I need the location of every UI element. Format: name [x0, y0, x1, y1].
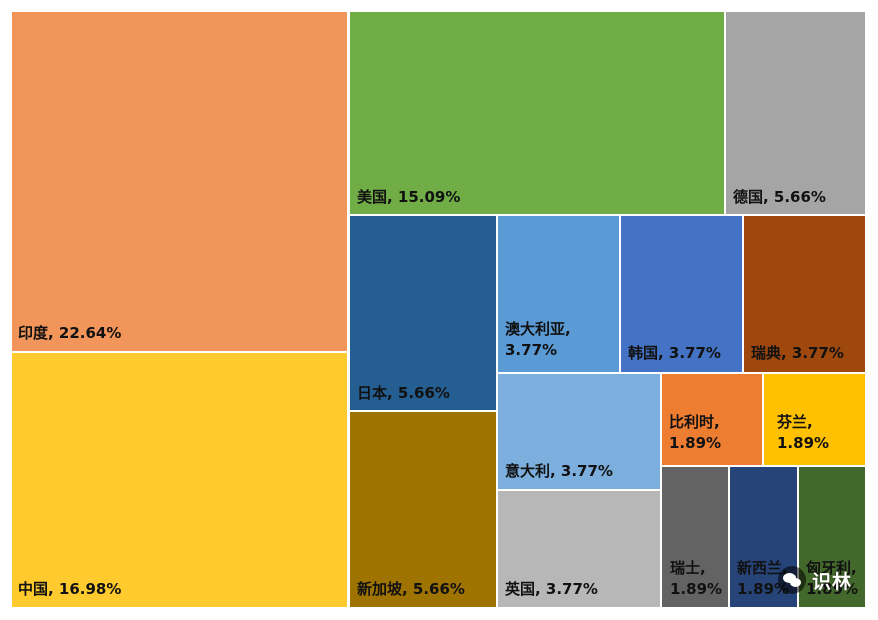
treemap-tile-label: 瑞典, 3.77%: [751, 344, 844, 362]
treemap-tile-2: 中国, 16.98%: [12, 353, 347, 607]
treemap-tile-5: 日本, 5.66%: [350, 216, 496, 410]
watermark-text: 识林: [812, 570, 853, 593]
treemap-tile-label: 匈牙利, 1.89%: [806, 559, 859, 598]
treemap-tile-label: 德国, 5.66%: [733, 188, 826, 206]
treemap-tile-15: 新西兰, 1.89%: [730, 467, 797, 607]
treemap-tile-label: 日本, 5.66%: [357, 384, 450, 402]
watermark: 识林: [778, 566, 852, 594]
treemap-tile-16: 匈牙利, 1.89%: [799, 467, 865, 607]
treemap-tile-12: 比利时, 1.89%: [662, 374, 762, 465]
treemap-tile-label: 印度, 22.64%: [18, 324, 122, 342]
treemap-tile-10: 意大利, 3.77%: [498, 374, 660, 489]
treemap-tile-1: 印度, 22.64%: [12, 12, 347, 351]
treemap-tile-label: 芬兰, 1.89%: [777, 413, 830, 452]
treemap-tile-label: 美国, 15.09%: [357, 188, 461, 206]
treemap-tile-6: 新加坡, 5.66%: [350, 412, 496, 607]
treemap-tile-label: 瑞士, 1.89%: [670, 559, 723, 598]
wechat-icon: [778, 566, 806, 594]
treemap-tile-label: 中国, 16.98%: [18, 580, 122, 598]
treemap-tile-8: 韩国, 3.77%: [621, 216, 742, 372]
treemap-tile-13: 芬兰, 1.89%: [764, 374, 865, 465]
treemap-tile-label: 新加坡, 5.66%: [357, 580, 465, 598]
treemap-tile-label: 意大利, 3.77%: [505, 462, 613, 480]
treemap-tile-7: 澳大利亚, 3.77%: [498, 216, 619, 372]
treemap-tile-11: 英国, 3.77%: [498, 491, 660, 607]
treemap-tile-label: 英国, 3.77%: [505, 580, 598, 598]
treemap-tile-3: 美国, 15.09%: [350, 12, 724, 214]
treemap-tile-14: 瑞士, 1.89%: [662, 467, 728, 607]
treemap-tile-9: 瑞典, 3.77%: [744, 216, 865, 372]
treemap-tile-4: 德国, 5.66%: [726, 12, 865, 214]
treemap-tile-label: 韩国, 3.77%: [628, 344, 721, 362]
treemap-tile-label: 比利时, 1.89%: [669, 413, 722, 452]
treemap-tile-label: 澳大利亚, 3.77%: [505, 320, 571, 359]
treemap-tile-label: 新西兰, 1.89%: [737, 559, 790, 598]
